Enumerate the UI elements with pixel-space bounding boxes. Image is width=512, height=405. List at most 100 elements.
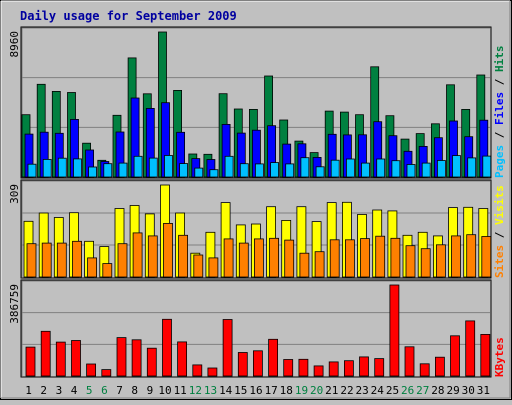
bar-kbytes-day-13 — [207, 367, 218, 377]
bar-pages-day-14 — [224, 155, 234, 178]
chart-panels: 8960 Pages / Files / Hits 309 Sites / Visit… — [8, 26, 506, 378]
x-label-day-18: 18 — [280, 384, 293, 397]
bar-pages-day-16 — [254, 163, 264, 178]
x-label-day-30: 30 — [462, 384, 475, 397]
x-label-day-16: 16 — [249, 384, 262, 397]
x-label-day-24: 24 — [371, 384, 385, 397]
bar-pages-day-4 — [73, 158, 82, 178]
bar-sites-day-22 — [344, 239, 355, 278]
bar-pages-day-27 — [421, 162, 431, 178]
bar-sites-day-18 — [284, 239, 295, 278]
x-label-day-26: 26 — [401, 384, 414, 397]
bar-kbytes-day-30 — [465, 320, 476, 377]
x-label-day-6: 6 — [101, 384, 108, 397]
bar-kbytes-day-17 — [268, 338, 279, 377]
bar-pages-day-12 — [194, 167, 204, 178]
bar-pages-day-31 — [482, 155, 492, 178]
bar-kbytes-day-19 — [298, 358, 309, 377]
bar-sites-day-26 — [405, 245, 416, 278]
x-label-day-10: 10 — [158, 384, 171, 397]
x-label-day-27: 27 — [416, 384, 429, 397]
x-label-day-12: 12 — [189, 384, 202, 397]
bar-pages-day-8 — [133, 155, 143, 178]
bar-pages-day-30 — [467, 157, 477, 178]
bar-sites-day-4 — [72, 240, 82, 278]
x-label-day-3: 3 — [56, 384, 63, 397]
bar-kbytes-day-23 — [359, 356, 369, 377]
x-label-day-20: 20 — [310, 384, 323, 397]
bar-sites-day-17 — [269, 237, 280, 278]
bar-sites-day-6 — [102, 263, 113, 278]
x-label-day-7: 7 — [116, 384, 123, 397]
x-label-day-25: 25 — [386, 384, 399, 397]
x-label-day-5: 5 — [86, 384, 93, 397]
bar-pages-day-6 — [103, 163, 113, 178]
bar-pages-day-22 — [345, 158, 355, 178]
bar-pages-day-13 — [209, 169, 219, 178]
x-label-day-8: 8 — [131, 384, 138, 397]
bar-pages-day-18 — [285, 163, 295, 178]
bar-pages-day-28 — [436, 160, 446, 178]
bar-sites-day-31 — [481, 236, 492, 278]
bar-kbytes-day-11 — [177, 341, 188, 377]
bar-sites-day-23 — [360, 238, 370, 278]
bar-sites-day-1 — [26, 243, 37, 278]
legend-separator: / — [493, 72, 506, 92]
x-label-day-13: 13 — [204, 384, 217, 397]
legend-separator: / — [493, 225, 506, 245]
bar-kbytes-day-2 — [40, 330, 51, 377]
bar-sites-day-21 — [329, 239, 340, 278]
series-legend-label: Sites / Visits — [493, 185, 506, 278]
bar-sites-day-27 — [420, 248, 431, 278]
x-label-day-21: 21 — [325, 384, 338, 397]
bar-kbytes-day-12 — [192, 364, 203, 377]
bar-sites-day-3 — [56, 242, 67, 278]
x-label-day-28: 28 — [431, 384, 444, 397]
bar-sites-day-28 — [435, 244, 446, 278]
bar-kbytes-day-26 — [404, 346, 415, 377]
legend-kbytes: KBytes — [493, 337, 506, 377]
y-max-label: 386759 — [8, 284, 21, 324]
bar-pages-day-9 — [148, 157, 158, 178]
x-label-day-1: 1 — [25, 384, 32, 397]
bar-kbytes-day-10 — [162, 318, 172, 377]
bar-pages-day-20 — [315, 166, 325, 178]
bar-sites-day-14 — [223, 238, 234, 278]
panel-hits-files-pages: 8960 Pages / Files / Hits — [8, 26, 506, 179]
bar-pages-day-3 — [57, 157, 67, 178]
bar-sites-day-11 — [178, 234, 189, 278]
bar-kbytes-day-8 — [131, 339, 142, 377]
bar-pages-day-19 — [300, 157, 310, 178]
bar-pages-day-5 — [88, 166, 97, 178]
bar-sites-day-16 — [253, 238, 264, 278]
bar-sites-day-19 — [299, 252, 310, 278]
bar-kbytes-day-24 — [374, 358, 385, 377]
x-label-day-14: 14 — [219, 384, 233, 397]
bar-pages-day-24 — [376, 158, 386, 178]
bar-pages-day-26 — [406, 164, 416, 178]
x-label-day-11: 11 — [174, 384, 187, 397]
bar-sites-day-9 — [147, 235, 158, 278]
bar-pages-day-1 — [27, 163, 37, 178]
bar-sites-day-8 — [132, 232, 143, 278]
chart-title: Daily usage for September 2009 — [20, 9, 237, 23]
bar-sites-day-24 — [375, 235, 386, 278]
bar-sites-day-15 — [238, 242, 249, 278]
bar-kbytes-day-27 — [419, 363, 430, 377]
bar-kbytes-day-18 — [283, 359, 294, 377]
x-label-day-2: 2 — [40, 384, 47, 397]
legend-sites: Sites — [493, 245, 506, 278]
bar-kbytes-day-9 — [146, 347, 157, 377]
bar-pages-day-23 — [361, 162, 370, 178]
panel-kbytes: 386759 KBytes — [8, 279, 506, 378]
x-label-day-9: 9 — [147, 384, 154, 397]
bar-sites-day-7 — [117, 243, 128, 278]
x-label-day-23: 23 — [355, 384, 368, 397]
bar-kbytes-day-29 — [450, 335, 460, 377]
bar-kbytes-day-22 — [343, 360, 354, 377]
series-legend-label: KBytes — [493, 337, 506, 377]
series-legend-label: Pages / Files / Hits — [493, 46, 506, 179]
bar-kbytes-day-5 — [86, 363, 96, 377]
